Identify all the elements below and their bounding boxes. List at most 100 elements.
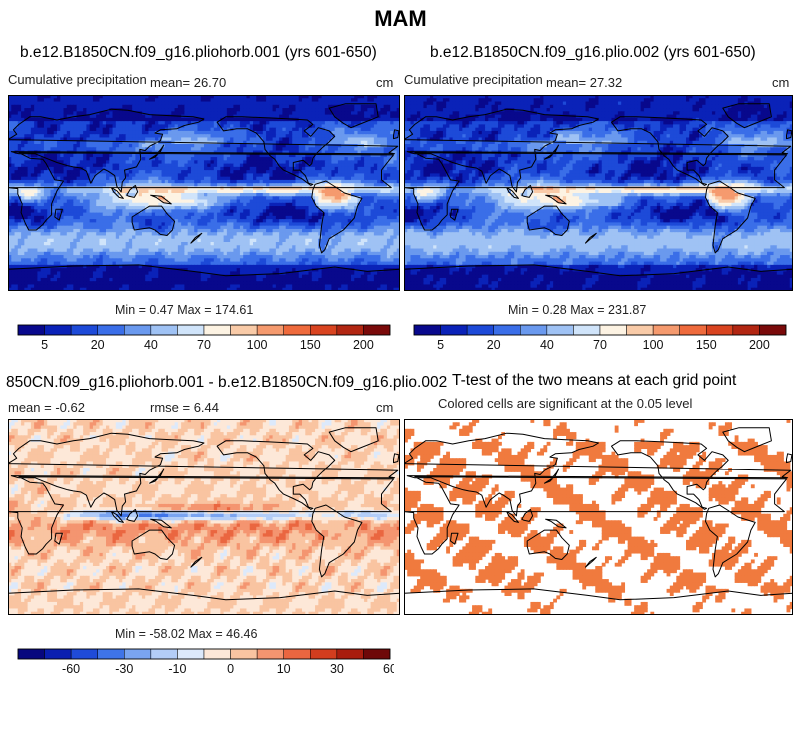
- grid-cell: [109, 170, 114, 174]
- grid-cell: [89, 101, 94, 106]
- grid-cell: [373, 163, 378, 168]
- grid-cell: [102, 225, 107, 230]
- grid-cell: [66, 147, 71, 152]
- grid-cell: [86, 222, 91, 227]
- grid-cell: [73, 160, 78, 165]
- grid-cell: [223, 153, 228, 158]
- grid-cell: [106, 193, 110, 197]
- grid-cell: [351, 108, 355, 112]
- grid-cell: [161, 104, 166, 109]
- grid-cell: [315, 212, 319, 217]
- grid-cell: [119, 202, 123, 207]
- grid-cell: [132, 212, 136, 217]
- grid-cell: [141, 104, 146, 109]
- grid-cell: [200, 127, 205, 132]
- grid-cell: [239, 202, 244, 207]
- grid-cell: [331, 153, 336, 158]
- grid-cell: [380, 98, 385, 103]
- grid-cell: [184, 124, 189, 129]
- grid-cell: [262, 170, 267, 174]
- grid-cell: [34, 196, 38, 201]
- grid-cell: [66, 134, 71, 139]
- grid-cell: [337, 130, 342, 135]
- grid-cell: [370, 153, 375, 158]
- grid-cell: [311, 183, 316, 188]
- grid-cell: [337, 121, 342, 125]
- grid-cell: [171, 134, 176, 139]
- grid-cell: [253, 163, 257, 168]
- grid-cell: [14, 134, 19, 139]
- grid-cell: [194, 196, 199, 201]
- grid-cell: [171, 186, 176, 191]
- grid-cell: [370, 157, 375, 161]
- grid-cell: [21, 130, 25, 135]
- grid-cell: [285, 153, 290, 158]
- grid-cell: [272, 140, 277, 145]
- grid-cell: [331, 127, 336, 132]
- grid-cell: [70, 189, 74, 194]
- grid-cell: [266, 127, 270, 132]
- grid-cell: [386, 219, 391, 223]
- grid-cell: [210, 186, 215, 191]
- grid-cell: [14, 144, 19, 148]
- grid-cell: [132, 193, 136, 197]
- grid-cell: [217, 209, 221, 214]
- grid-cell: [295, 98, 300, 103]
- grid-cell: [115, 134, 120, 139]
- grid-cell: [367, 170, 372, 174]
- grid-cell: [393, 117, 398, 122]
- grid-cell: [194, 183, 199, 188]
- grid-cell: [66, 117, 71, 122]
- grid-cell: [282, 114, 287, 119]
- grid-cell: [367, 179, 372, 184]
- grid-cell: [155, 160, 159, 165]
- grid-cell: [73, 166, 78, 171]
- grid-cell: [14, 170, 19, 174]
- grid-cell: [148, 104, 153, 109]
- grid-cell: [344, 160, 349, 165]
- grid-cell: [367, 173, 372, 178]
- grid-cell: [324, 147, 329, 152]
- grid-cell: [308, 212, 313, 217]
- grid-cell: [106, 202, 110, 207]
- grid-cell: [141, 153, 146, 158]
- grid-cell: [89, 183, 94, 188]
- grid-cell: [308, 117, 313, 122]
- grid-cell: [63, 104, 68, 109]
- grid-cell: [210, 121, 215, 125]
- grid-cell: [357, 127, 362, 132]
- grid-cell: [236, 186, 241, 191]
- grid-cell: [138, 189, 143, 194]
- grid-cell: [83, 166, 87, 171]
- grid-cell: [226, 183, 231, 188]
- grid-cell: [298, 166, 303, 171]
- grid-cell: [354, 108, 359, 112]
- grid-cell: [14, 196, 19, 201]
- grid-cell: [262, 193, 267, 197]
- grid-cell: [17, 225, 22, 230]
- grid-cell: [331, 150, 336, 155]
- grid-cell: [53, 163, 58, 168]
- grid-cell: [70, 166, 74, 171]
- grid-cell: [239, 111, 244, 116]
- grid-cell: [217, 144, 221, 148]
- grid-cell: [321, 108, 326, 112]
- grid-cell: [184, 199, 189, 204]
- grid-cell: [217, 98, 221, 103]
- grid-cell: [256, 176, 261, 181]
- grid-cell: [194, 130, 199, 135]
- grid-cell: [119, 209, 123, 214]
- grid-cell: [135, 95, 140, 99]
- grid-cell: [119, 219, 123, 223]
- grid-cell: [164, 228, 169, 233]
- grid-cell: [112, 160, 117, 165]
- grid-cell: [99, 127, 104, 132]
- grid-cell: [14, 219, 19, 223]
- grid-cell: [145, 95, 150, 99]
- grid-cell: [89, 166, 94, 171]
- grid-cell: [17, 202, 22, 207]
- grid-cell: [161, 212, 166, 217]
- grid-cell: [386, 206, 391, 210]
- grid-cell: [89, 176, 94, 181]
- grid-cell: [125, 121, 130, 125]
